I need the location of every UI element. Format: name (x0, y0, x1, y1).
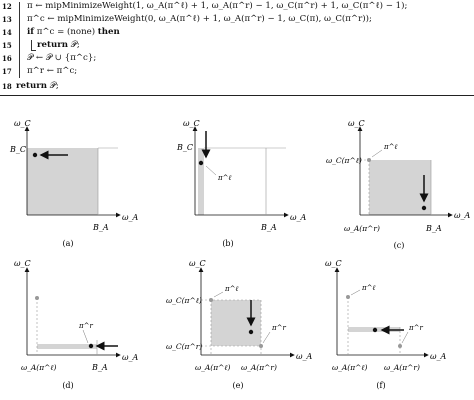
label-leader (205, 165, 217, 176)
return-value: 𝒫; (47, 81, 59, 91)
label-leader (213, 291, 224, 298)
x-tick-ba: B_A (91, 363, 108, 372)
algorithm-bottom-rule (0, 95, 474, 96)
label-leader (350, 289, 361, 296)
y-axis-label: ω_C (14, 259, 31, 268)
caption-e: (e) (233, 381, 244, 390)
algorithm-listing: 12 π ← mipMinimizeWeight(1, ω_A(π^ℓ) + 1… (0, 0, 474, 96)
line-text: 𝒫 ← 𝒫 ∪ {π^c}; (27, 53, 97, 63)
y-tick-wc-pi-r: ω_C(π^r) (166, 342, 202, 351)
block-indent-bar (19, 2, 20, 78)
panel-b: ω_C B_C ω_A B_A π^ℓ (176, 119, 307, 232)
feasible-region (369, 160, 431, 215)
x-tick-ba: B_A (260, 223, 277, 232)
point-pi-l (198, 160, 204, 166)
label-leader (82, 329, 89, 344)
x-tick-wa-pi-l: ω_A(π^ℓ) (21, 363, 57, 372)
line-number: 15 (2, 41, 12, 50)
line-text: if π^c = (none) then (27, 26, 120, 39)
feasible-strip (37, 344, 97, 349)
keyword-return: return (16, 81, 47, 91)
line-text: π^r ← π^c; (27, 66, 78, 76)
label-leader (401, 331, 409, 344)
y-tick-wc-pi-l: ω_C(π^ℓ) (166, 296, 202, 305)
label-leader (371, 149, 383, 158)
panel-e: ω_C ω_C(π^ℓ) ω_C(π^r) ω_A ω_A(π^ℓ) ω_A(π… (166, 259, 313, 372)
line-number: 16 (2, 54, 12, 63)
x-tick-wa-pi-l: ω_A(π^ℓ) (332, 363, 368, 372)
line-number: 17 (2, 67, 12, 76)
point-pi-r (259, 344, 263, 348)
keyword-return: return (37, 40, 68, 50)
x-axis-label: ω_A (296, 352, 313, 361)
point-pi-l (367, 158, 371, 162)
x-tick-ba: B_A (92, 223, 109, 232)
point-pi-r (88, 343, 94, 349)
current-point (248, 329, 254, 335)
x-tick-wa-pi-r: ω_A(π^r) (384, 363, 420, 372)
point-label-l: π^ℓ (361, 284, 375, 292)
y-axis-label: ω_C (325, 259, 342, 268)
x-tick-ba: B_A (425, 224, 442, 233)
y-axis-label: ω_C (348, 119, 365, 128)
point-label-r: π^r (271, 324, 286, 332)
line-number: 14 (2, 28, 12, 37)
y-axis-label: ω_C (183, 119, 200, 128)
point-pi-r (398, 344, 402, 348)
current-point (372, 327, 378, 333)
y-tick-bc: B_C (176, 143, 193, 152)
line-number: 18 (2, 82, 12, 91)
x-tick-wa-pi-l: ω_A(π^ℓ) (195, 363, 231, 372)
point-label: π^ℓ (383, 143, 397, 151)
x-tick-wa-pi-r: ω_A(π^r) (344, 224, 380, 233)
line-text: π ← mipMinimizeWeight(1, ω_A(π^ℓ) + 1, ω… (27, 1, 408, 11)
line-number: 13 (2, 15, 12, 24)
panel-d: ω_C ω_A ω_A(π^ℓ) B_A π^r (14, 259, 139, 372)
x-tick-wa-pi-r: ω_A(π^r) (241, 363, 277, 372)
caption-c: (c) (394, 241, 405, 250)
x-axis-label: ω_A (454, 211, 471, 220)
return-value: 𝒫; (68, 40, 80, 50)
current-point (421, 205, 427, 211)
point-label-l: π^ℓ (224, 285, 238, 293)
feasible-strip (198, 148, 204, 215)
point-pi-l (35, 296, 39, 300)
keyword-if: if (27, 27, 34, 37)
line-text: return 𝒫; (16, 80, 59, 93)
if-block-indent-bar (31, 40, 32, 51)
x-axis-label: ω_A (122, 353, 139, 362)
point-pi-l (209, 298, 213, 302)
caption-a: (a) (62, 239, 73, 248)
panel-c: ω_C ω_C(π^ℓ) ω_A ω_A(π^r) B_A π^ℓ (326, 119, 471, 233)
label-leader (262, 331, 271, 344)
feasible-region (211, 300, 261, 346)
y-tick-wc-pi-l: ω_C(π^ℓ) (326, 156, 362, 165)
panel-f: ω_C ω_A ω_A(π^ℓ) ω_A(π^r) π^ℓ π^r (325, 259, 447, 372)
y-axis-label: ω_C (14, 119, 31, 128)
point-label: π^ℓ (217, 174, 231, 182)
x-axis-label: ω_A (430, 352, 447, 361)
if-block-indent-tick (31, 50, 36, 51)
line-text: return 𝒫; (37, 39, 80, 52)
feasible-region (27, 148, 98, 215)
point-label: π^r (78, 322, 93, 330)
x-axis-label: ω_A (122, 213, 139, 222)
x-axis-label: ω_A (290, 213, 307, 222)
caption-b: (b) (222, 239, 233, 248)
point-pi-l (346, 295, 350, 299)
current-point (32, 152, 38, 158)
panel-a: ω_C B_C ω_A B_A (9, 119, 139, 232)
line-number: 12 (2, 2, 12, 11)
line-text: π^c ← mipMinimizeWeight(0, ω_A(π^ℓ) + 1,… (27, 14, 372, 24)
condition-text: π^c = (none) (33, 27, 98, 37)
caption-f: (f) (376, 381, 385, 390)
y-tick-bc: B_C (9, 145, 26, 154)
point-label-r: π^r (408, 324, 423, 332)
y-axis-label: ω_C (189, 259, 206, 268)
caption-d: (d) (62, 381, 73, 390)
keyword-then: then (97, 27, 120, 37)
